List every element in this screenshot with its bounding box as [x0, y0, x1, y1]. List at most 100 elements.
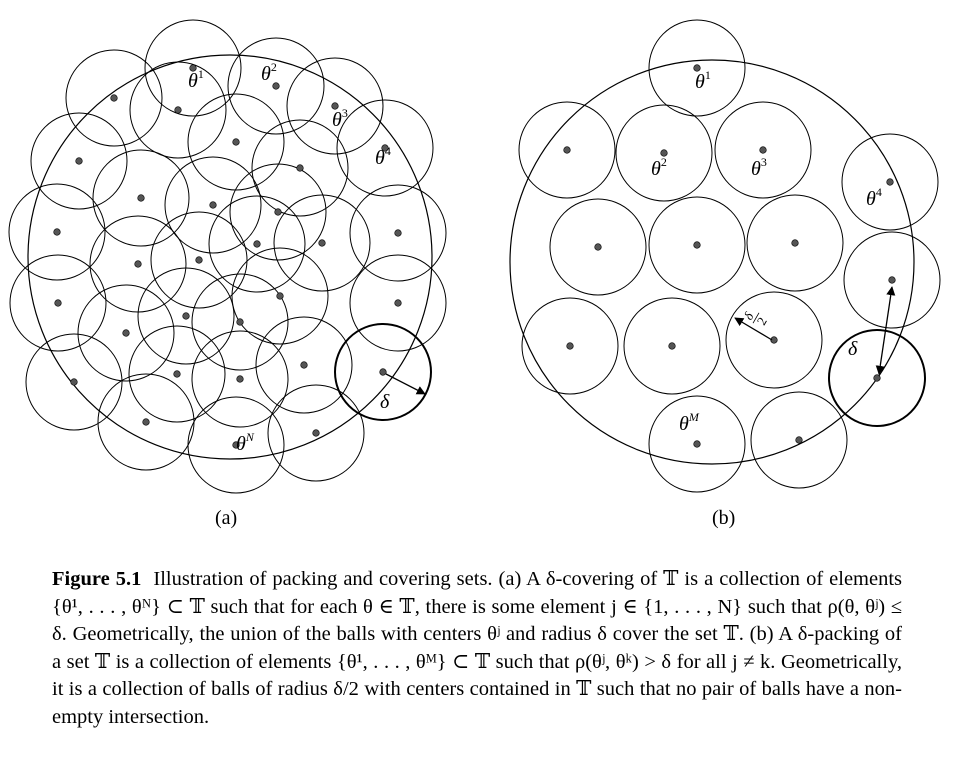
covering-ball [255, 316, 353, 414]
covering-center-dot [54, 299, 62, 307]
covering-ball [77, 284, 175, 382]
delta-label-b: δ [848, 338, 858, 360]
covering-center-dot [236, 318, 244, 326]
covering-center-dot [137, 194, 145, 202]
figure-caption: Figure 5.1 Illustration of packing and c… [52, 566, 902, 731]
covering-ball [164, 156, 262, 254]
packing-center-dot [759, 146, 767, 154]
packing-center-dot [873, 374, 881, 382]
covering-center-dot [394, 229, 402, 237]
covering-ball [286, 57, 384, 155]
packing-balls [518, 19, 941, 493]
packing-center-dot [668, 342, 676, 350]
covering-ball [273, 194, 371, 292]
packing-ball [714, 101, 812, 199]
caption-text: Illustration of packing and covering set… [52, 568, 903, 728]
packing-center-dot [693, 64, 701, 72]
packing-ball [750, 391, 848, 489]
packing-center-dot [791, 239, 799, 247]
caption-title: Figure 5.1 [52, 568, 142, 590]
covering-center-dot [300, 361, 308, 369]
half-delta-label-b: δ 2 [741, 309, 770, 328]
packing-ball [648, 19, 746, 117]
packing-ball [648, 395, 746, 493]
theta2-label-b: θ2 [651, 155, 667, 180]
theta1-label-a: θ1 [188, 67, 204, 92]
covering-center-dot [381, 144, 389, 152]
covering-ball [227, 37, 325, 135]
packing-ball [841, 133, 939, 231]
covering-ball [191, 330, 289, 428]
covering-center-dot [236, 375, 244, 383]
panel-a-covering: δ θ1 θ2 θ3 θ4 θN (a) [8, 19, 447, 529]
covering-ball [8, 183, 106, 281]
packing-ball [549, 198, 647, 296]
covering-center-dot [331, 102, 339, 110]
covering-center-dot [70, 378, 78, 386]
covering-center-dot [173, 370, 181, 378]
covering-ball [128, 325, 226, 423]
covering-center-dot [189, 64, 197, 72]
covering-center-dot [312, 429, 320, 437]
packing-centers [563, 64, 896, 448]
packing-ball [623, 297, 721, 395]
covering-center-dot [274, 208, 282, 216]
covering-ball [267, 384, 365, 482]
covering-ball [231, 247, 329, 345]
covering-ball [208, 195, 306, 293]
covering-center-dot [272, 82, 280, 90]
covering-center-dot [122, 329, 130, 337]
covering-ball [30, 112, 128, 210]
covering-ball [92, 149, 190, 247]
covering-ball [137, 267, 235, 365]
delta-distance-arrow-b [875, 286, 896, 375]
covering-ball [129, 61, 227, 159]
covering-centers [53, 64, 402, 449]
packing-ball [518, 101, 616, 199]
covering-ball [9, 254, 107, 352]
covering-center-dot [232, 441, 240, 449]
packing-center-dot [660, 149, 668, 157]
covering-center-dot [142, 418, 150, 426]
packing-center-dot [594, 243, 602, 251]
covering-center-dot [134, 260, 142, 268]
half-delta-arrow-b [734, 317, 773, 341]
packing-ball [615, 104, 713, 202]
packing-center-dot [886, 178, 894, 186]
covering-ball [65, 49, 163, 147]
packing-center-dot [563, 146, 571, 154]
covering-center-dot [318, 239, 326, 247]
thetaM-label-b: θM [679, 410, 700, 435]
theta1-label-b: θ1 [695, 68, 711, 93]
panel-a-label: (a) [215, 507, 237, 529]
set-T-boundary-b [509, 59, 915, 465]
thetaN-label-a: θN [236, 430, 255, 455]
covering-center-dot [379, 368, 387, 376]
packing-ball [521, 297, 619, 395]
packing-center-dot [770, 336, 778, 344]
theta3-label-b: θ3 [751, 155, 767, 180]
radius-delta-arrow-a [385, 373, 426, 395]
covering-center-dot [209, 201, 217, 209]
covering-ball [191, 273, 289, 371]
panel-b-label: (b) [712, 507, 735, 529]
covering-center-dot [174, 106, 182, 114]
theta4-label-b: θ4 [866, 185, 882, 210]
covering-center-dot [195, 256, 203, 264]
covering-ball [187, 396, 285, 494]
covering-center-dot [110, 94, 118, 102]
covering-center-dot [394, 299, 402, 307]
packing-ball [648, 196, 746, 294]
theta3-label-a: θ3 [332, 106, 348, 131]
covering-ball [349, 184, 447, 282]
svg-text:2: 2 [754, 314, 770, 327]
delta-label-a: δ [380, 391, 390, 413]
panel-b-packing: δ δ 2 θ1 θ2 θ3 θ4 θM (b) [509, 19, 941, 529]
covering-ball [349, 254, 447, 352]
covering-balls [8, 19, 447, 494]
covering-center-dot [75, 157, 83, 165]
packing-center-dot [693, 440, 701, 448]
packing-ball [746, 194, 844, 292]
set-T-boundary-a [27, 54, 433, 460]
highlighted-covering-ball [334, 323, 432, 421]
